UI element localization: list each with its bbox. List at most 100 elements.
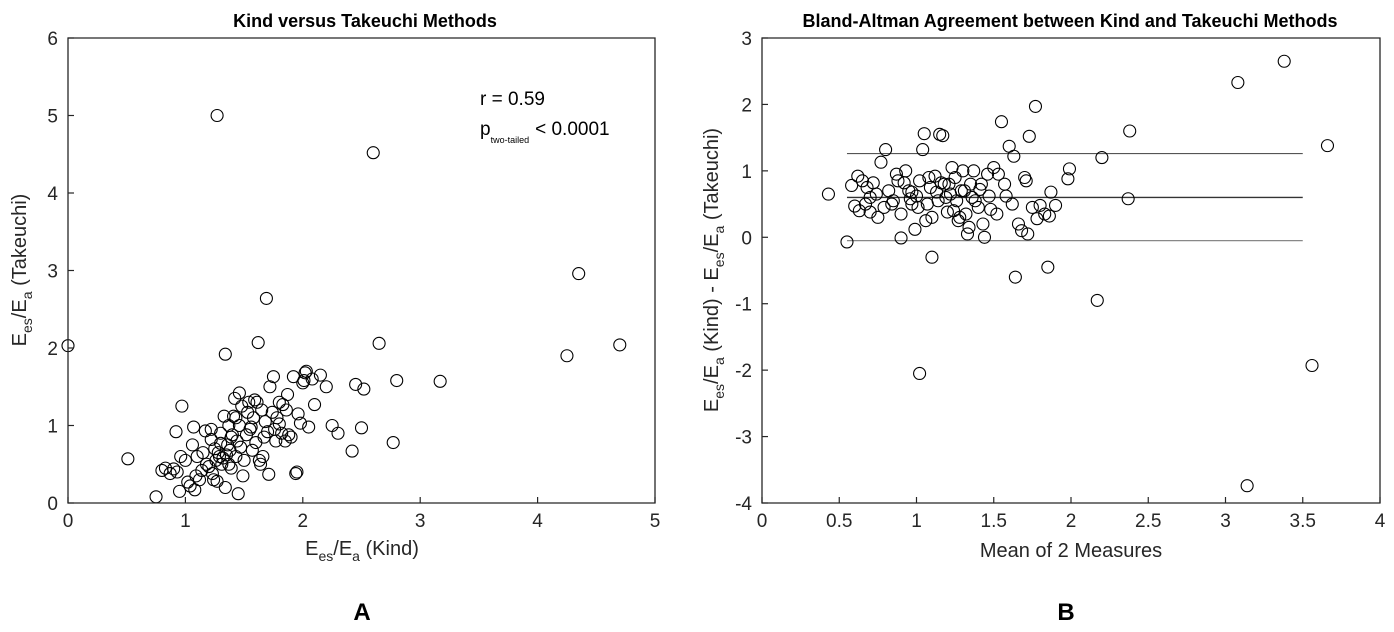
panel-a-point <box>243 422 257 436</box>
panel-b-point <box>1044 185 1058 199</box>
panel-b-point <box>1008 270 1022 284</box>
panel-b-point <box>1095 151 1109 165</box>
panel-b-xtick-label: 0 <box>757 511 768 532</box>
panel-b-point <box>939 190 953 204</box>
panel-a-point <box>170 465 184 479</box>
panel-a-point <box>313 368 327 382</box>
panel-b-ytick-label: 3 <box>741 29 752 50</box>
panel-a-point <box>366 146 380 160</box>
panel-a-point <box>251 336 265 350</box>
panel-a-point <box>172 484 187 498</box>
panel-a-ytick-label: 3 <box>47 262 58 283</box>
panel-a-point <box>226 409 241 423</box>
panel-b-xtick-label: 0.5 <box>826 511 852 532</box>
panel-b-point <box>934 176 948 190</box>
panel-a-point <box>232 386 246 400</box>
panel-b-point <box>1320 139 1335 153</box>
panel-a-point <box>572 267 586 281</box>
panel-a-point <box>325 418 339 433</box>
panel-b-point <box>889 167 903 181</box>
panel-a-point <box>256 449 270 464</box>
panel-b-point <box>852 204 866 218</box>
panel-b-point <box>987 160 1001 175</box>
panel-a-point <box>269 434 283 448</box>
panel-b-point <box>925 250 939 264</box>
panel-a-point <box>275 426 289 440</box>
panel-a-xlabel: Ees/Ea (Kind) <box>305 538 419 564</box>
panel-b-point <box>894 231 908 245</box>
panel-a: Kind versus Takeuchi Methods 0 1 2 3 4 5 0 1 2 3… <box>9 11 660 626</box>
panel-a-point <box>121 452 135 466</box>
panel-b-point <box>974 177 988 191</box>
panel-b-ytick-label: 0 <box>741 228 752 249</box>
panel-a-point <box>252 453 266 467</box>
panel-b-point <box>1231 75 1245 90</box>
panel-a-point <box>192 473 207 487</box>
panel-a-point <box>262 467 276 481</box>
panel-a-p-annotation: ptwo-tailed < 0.0001 <box>480 119 610 145</box>
panel-b-point <box>885 197 899 211</box>
panel-b-point <box>913 174 927 188</box>
panel-b-xtick-label: 2 <box>1066 511 1077 532</box>
panel-b-points <box>821 54 1335 493</box>
panel-a-point <box>248 393 262 407</box>
panel-b-point <box>968 194 982 208</box>
panel-a-point <box>280 387 295 402</box>
panel-b-point <box>903 192 917 206</box>
panel-b-point <box>1028 99 1043 113</box>
panel-a-axes <box>67 37 656 504</box>
panel-a-point <box>236 469 250 483</box>
panel-b-point <box>1042 209 1056 223</box>
panel-b-point <box>877 200 891 214</box>
panel-a-point <box>345 444 359 458</box>
panel-a-xtick-label: 2 <box>298 511 309 532</box>
panel-b-xtick-label: 4 <box>1375 511 1386 532</box>
panel-b-yticks: -4 -3 -2 -1 0 1 2 3 <box>735 29 768 515</box>
panel-a-point <box>284 430 298 444</box>
panel-b-point <box>1049 198 1063 212</box>
panel-a-point <box>245 443 259 457</box>
panel-a-point <box>305 372 319 386</box>
panel-a-xticks: 0 1 2 3 4 5 <box>63 497 660 532</box>
panel-a-point <box>181 475 195 489</box>
panel-a-point <box>237 453 251 467</box>
panel-b-xtick-label: 3.5 <box>1290 511 1316 532</box>
panel-a-point <box>174 449 188 464</box>
panel-b-point <box>1021 227 1035 241</box>
panel-b-point <box>1005 197 1019 211</box>
panel-a-yticks: 0 1 2 3 4 5 6 <box>47 29 74 515</box>
panel-b-point <box>965 190 979 204</box>
panel-b-point <box>936 129 950 143</box>
panel-b-point <box>917 127 931 141</box>
panel-b-point <box>1121 192 1135 206</box>
panel-a-point <box>224 430 238 444</box>
panel-a-point <box>155 463 169 478</box>
panel-b-point <box>894 207 908 221</box>
panel-a-point <box>202 460 216 474</box>
panel-a-point <box>224 461 238 475</box>
panel-a-point <box>183 479 197 493</box>
panel-b-title: Bland-Altman Agreement between Kind and … <box>802 11 1337 31</box>
panel-a-point <box>372 336 386 350</box>
panel-a-point <box>261 425 275 439</box>
panel-a-point <box>268 422 282 436</box>
panel-b-point <box>976 217 990 231</box>
panel-a-points <box>61 108 627 504</box>
panel-b-point <box>967 164 981 178</box>
panel-a-ytick-label: 5 <box>47 107 58 128</box>
panel-b-point <box>991 167 1005 181</box>
panel-b-point <box>879 143 893 157</box>
panel-b-point <box>1062 162 1077 176</box>
panel-a-point <box>249 435 263 450</box>
panel-a-point <box>187 420 201 434</box>
panel-b-point <box>1123 124 1137 138</box>
panel-b-xlabel: Mean of 2 Measures <box>980 540 1162 562</box>
panel-a-point <box>210 108 224 123</box>
panel-a-point <box>297 373 311 388</box>
panel-a-point <box>613 338 627 352</box>
panel-a-point <box>253 457 268 471</box>
panel-b-point <box>863 205 877 219</box>
panel-a-ytick-label: 4 <box>47 184 58 205</box>
panel-a-point <box>331 426 345 440</box>
